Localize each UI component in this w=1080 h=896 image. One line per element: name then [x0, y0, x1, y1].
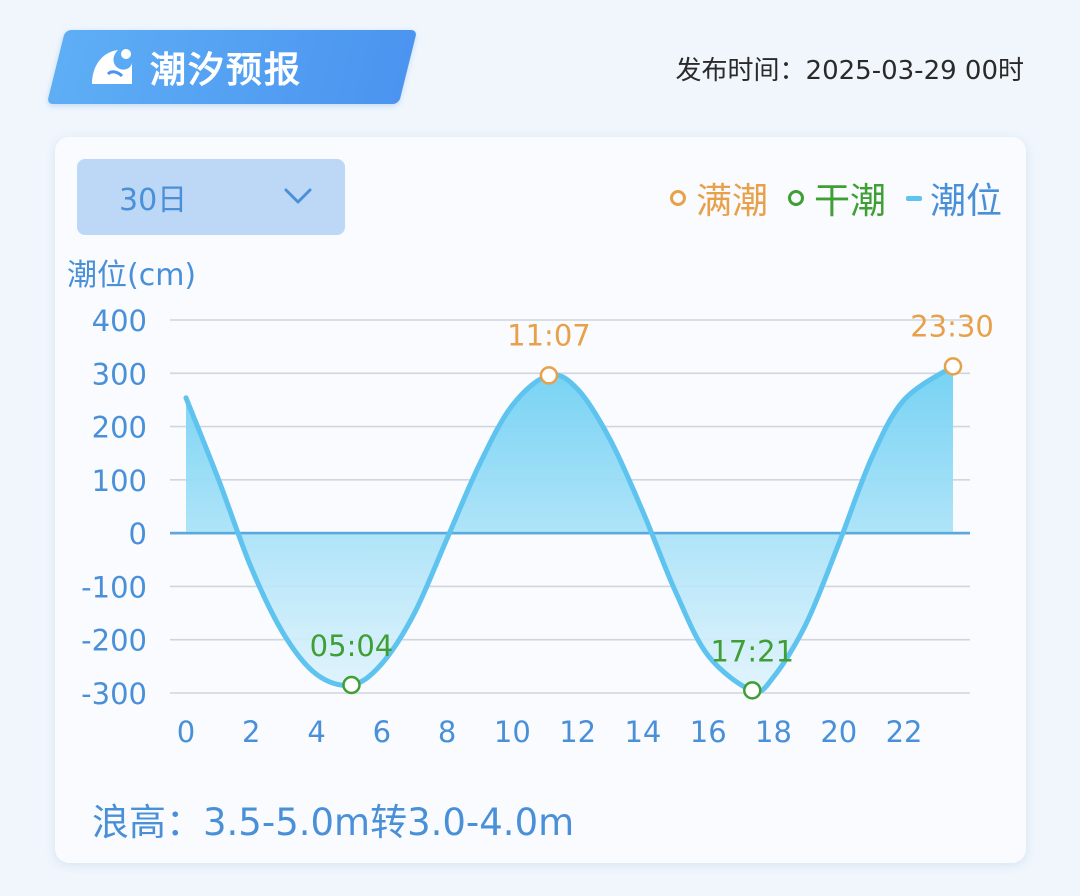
- wave-height-value: 3.5-5.0m转3.0-4.0m: [203, 801, 575, 844]
- wave-icon: [92, 49, 132, 84]
- y-tick-label: -200: [81, 624, 147, 658]
- date-select[interactable]: 30日: [77, 159, 345, 235]
- high-tide-marker-icon: [669, 190, 686, 206]
- x-tick-label: 22: [886, 715, 923, 749]
- publish-time: 发布时间：2025-03-29 00时: [676, 50, 1024, 87]
- high-tide-time-label: 11:07: [507, 318, 591, 352]
- low-tide-point: [342, 675, 361, 695]
- x-tick-label: 6: [373, 715, 391, 749]
- y-tick-label: 400: [92, 304, 147, 338]
- wave-height: 浪高：3.5-5.0m转3.0-4.0m: [92, 792, 574, 846]
- publish-value: 2025-03-29 00时: [805, 56, 1024, 86]
- y-tick-label: 200: [92, 411, 147, 445]
- low-tide-point: [743, 681, 762, 700]
- tide-level-line-icon: [905, 195, 922, 201]
- y-axis-label: 潮位(cm): [67, 258, 197, 293]
- header-badge: 潮汐预报: [88, 30, 302, 104]
- tide-area: [186, 366, 953, 692]
- legend-low-label: 干潮: [813, 181, 886, 222]
- x-tick-label: 16: [690, 715, 727, 749]
- high-tide-point: [943, 357, 963, 376]
- x-tick-label: 0: [177, 715, 195, 749]
- x-tick-label: 14: [624, 715, 661, 749]
- high-tide-time-label: 23:30: [910, 309, 994, 343]
- y-tick-label: 300: [92, 357, 147, 391]
- x-tick-label: 10: [494, 715, 531, 749]
- y-tick-label: -300: [81, 677, 147, 711]
- x-tick-label: 2: [242, 715, 260, 749]
- chevron-down-icon: [284, 188, 312, 204]
- x-tick-label: 12: [559, 715, 596, 749]
- low-tide-marker-icon: [787, 190, 804, 206]
- x-tick-label: 18: [755, 715, 792, 749]
- low-tide-time-label: 05:04: [310, 629, 394, 663]
- legend-low: 干潮: [787, 172, 886, 224]
- y-tick-label: 100: [92, 464, 147, 498]
- legend-high: 满潮: [669, 172, 768, 224]
- x-tick-label: 4: [307, 715, 325, 749]
- legend-level: 潮位: [905, 172, 1002, 224]
- date-select-value: 30日: [119, 183, 188, 218]
- x-tick-label: 20: [820, 715, 857, 749]
- page-title: 潮汐预报: [150, 50, 303, 91]
- y-tick-label: -100: [81, 570, 147, 604]
- x-tick-label: 8: [438, 715, 456, 749]
- wave-height-label: 浪高：: [92, 801, 203, 844]
- low-tide-time-label: 17:21: [710, 634, 794, 668]
- high-tide-point: [539, 366, 559, 385]
- chart-legend: 满潮 干潮 潮位: [650, 172, 1002, 224]
- tide-level-line: [183, 363, 956, 694]
- publish-label: 发布时间：: [675, 56, 806, 86]
- legend-high-label: 满潮: [695, 181, 768, 222]
- legend-level-label: 潮位: [929, 181, 1002, 222]
- y-tick-label: 0: [129, 517, 147, 551]
